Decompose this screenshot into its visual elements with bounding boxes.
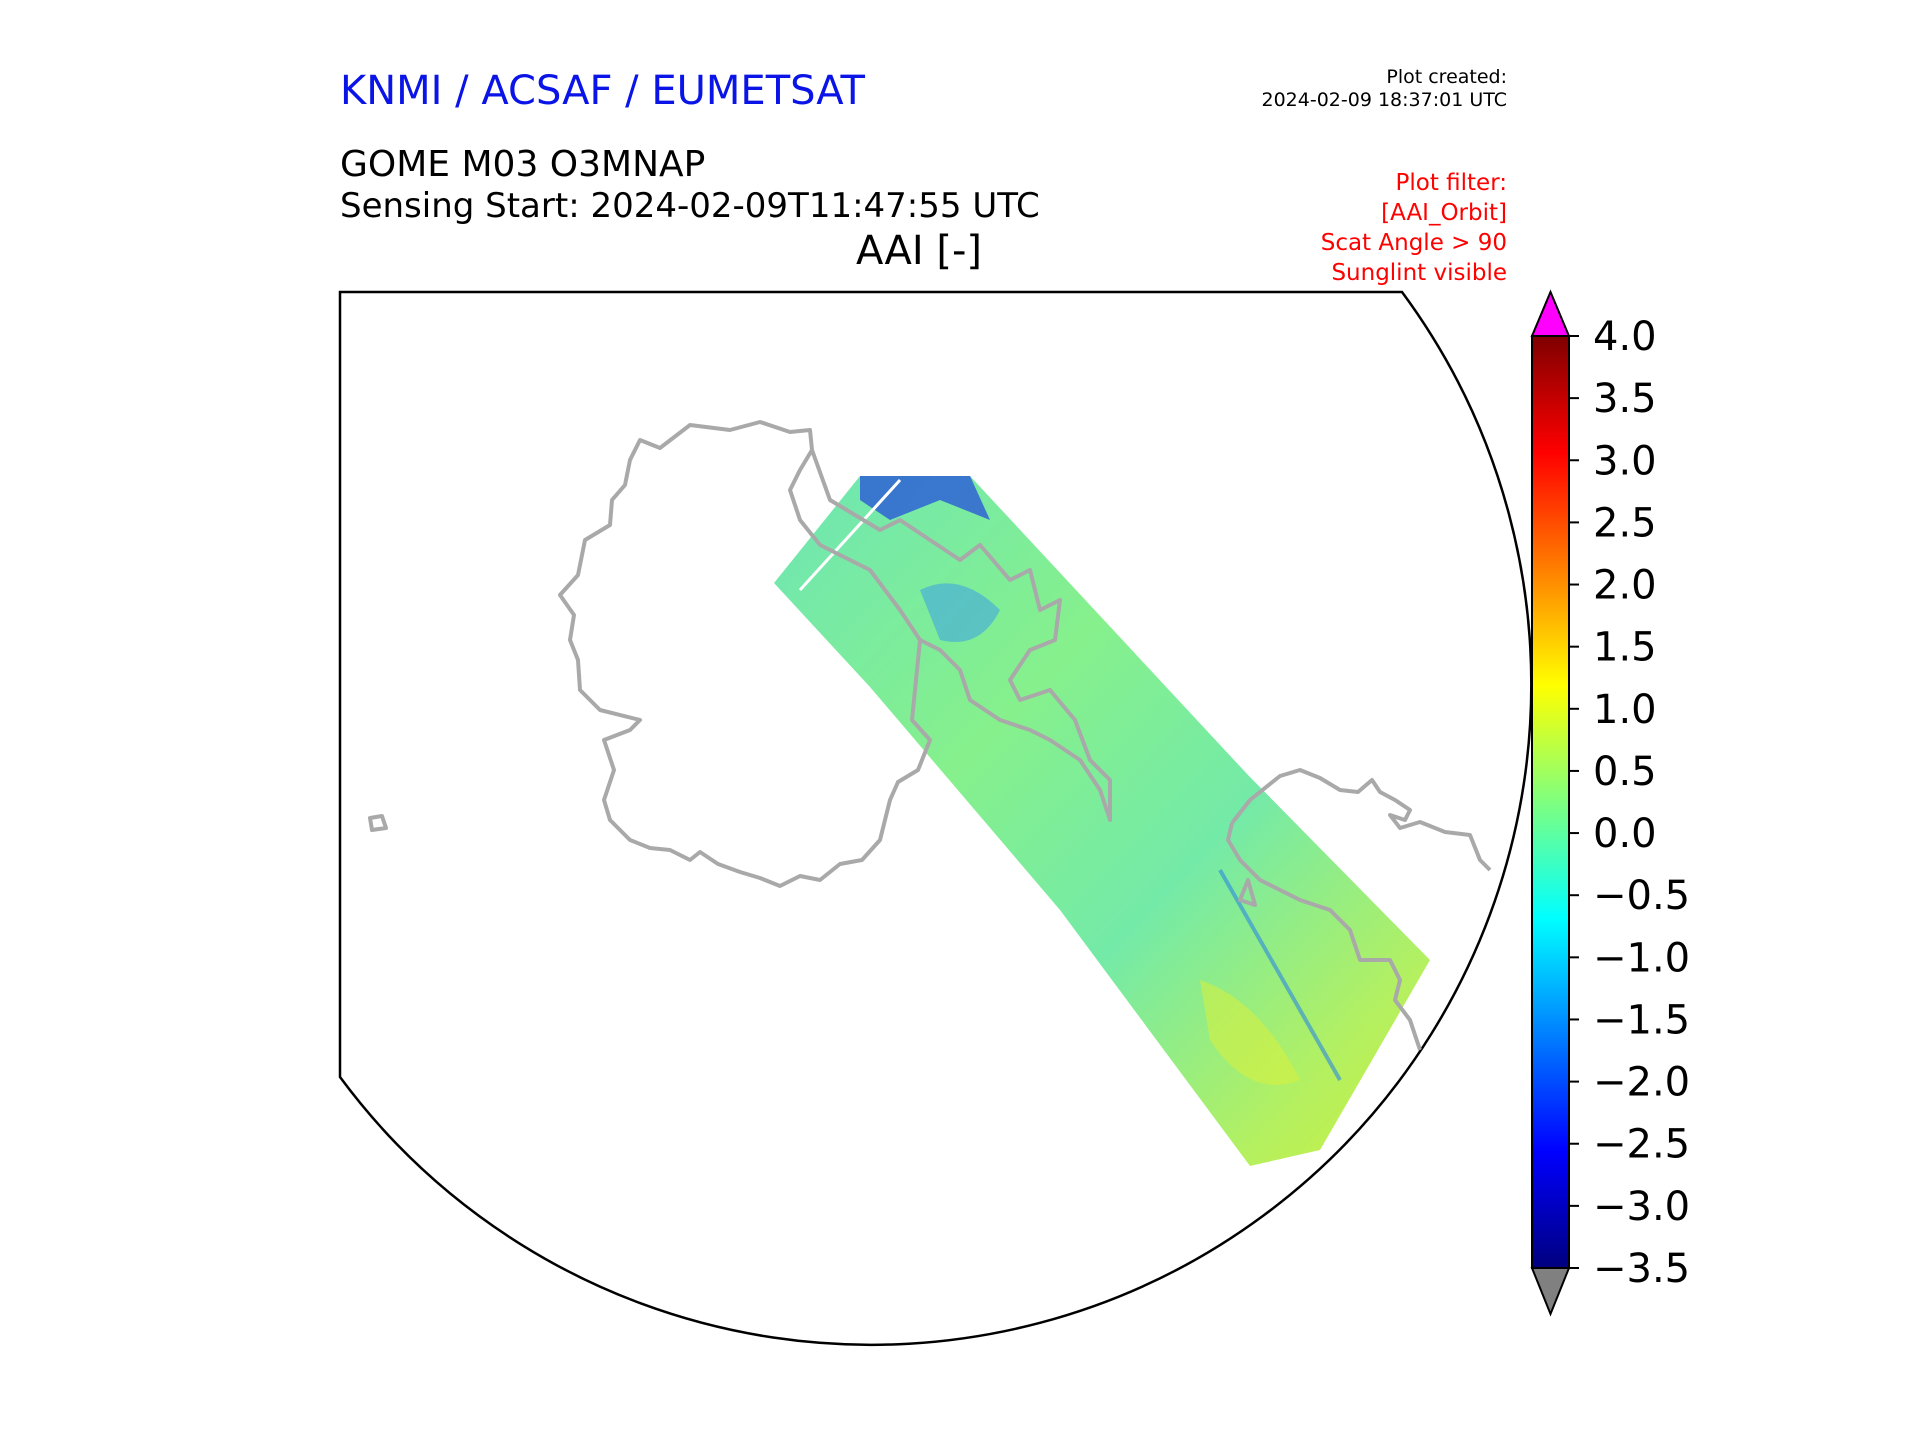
- colorbar-gradient: [1532, 336, 1569, 1268]
- plot-filter-line: Scat Angle > 90: [1320, 230, 1507, 256]
- quantity-title: AAI [-]: [856, 228, 982, 274]
- swath-low-aai-streak: [1218, 869, 1342, 1081]
- colorbar-tick-label: −3.5: [1593, 1246, 1690, 1292]
- colorbar-tick-label: −0.5: [1593, 873, 1690, 919]
- colorbar-ticks: 4.0 3.5 3.0 2.5 2.0 1.5 1.0 0.5 0.0 −0.5 −1.0 −1.5 −…: [1569, 314, 1690, 1292]
- plot-created-label: Plot created:: [1386, 66, 1507, 88]
- colorbar-tick-label: 3.5: [1593, 376, 1657, 422]
- coastline-east-shore: [1226, 822, 1422, 1051]
- coastline-inner-sea: [810, 449, 1112, 822]
- colorbar-under-extension: [1530, 1267, 1571, 1317]
- plot-filter-info: Plot filter: [AAI_Orbit] Scat Angle > 90…: [1321, 168, 1507, 288]
- product-name: GOME M03 O3MNAP: [340, 144, 706, 185]
- colorbar-outline: [1531, 335, 1570, 1269]
- plot-created-info: Plot created: 2024-02-09 18:37:01 UTC: [1262, 66, 1508, 112]
- colorbar-tick-label: 3.0: [1593, 438, 1657, 484]
- swath-high-aai-patch: [1200, 980, 1300, 1085]
- colorbar-tick-label: 2.0: [1593, 563, 1657, 609]
- colorbar-tick-label: −2.5: [1593, 1122, 1690, 1168]
- coastline-landmass-west: [558, 420, 932, 888]
- swath-gap-line: [798, 478, 902, 592]
- plot-filter-line: Sunglint visible: [1331, 260, 1507, 286]
- colorbar: 4.0 3.5 3.0 2.5 2.0 1.5 1.0 0.5 0.0 −0.5 −1.0 −1.5 −…: [1530, 289, 1690, 1317]
- colorbar-tick-label: 1.5: [1593, 625, 1657, 671]
- organization-title: KNMI / ACSAF / EUMETSAT: [340, 68, 865, 114]
- colorbar-tick-label: −2.0: [1593, 1060, 1690, 1106]
- colorbar-tick-label: 1.0: [1593, 687, 1657, 733]
- colorbar-tick-label: 2.5: [1593, 500, 1657, 546]
- colorbar-over-extension: [1530, 289, 1571, 337]
- map-frame: [338, 290, 1533, 1347]
- coastline-small-inlet: [1238, 878, 1257, 907]
- swath-low-aai-patch: [920, 583, 1000, 642]
- colorbar-tick-label: 0.0: [1593, 811, 1657, 857]
- colorbar-tick-label: −1.5: [1593, 997, 1690, 1043]
- plot-filter-line: [AAI_Orbit]: [1381, 200, 1507, 226]
- coastline-landmass-east: [1230, 768, 1492, 872]
- plot-created-time: 2024-02-09 18:37:01 UTC: [1261, 89, 1508, 111]
- colorbar-tick-label: 0.5: [1593, 749, 1657, 795]
- plot-filter-line: Plot filter:: [1395, 170, 1507, 196]
- colorbar-tick-label: −3.0: [1593, 1184, 1690, 1230]
- sensing-start: Sensing Start: 2024-02-09T11:47:55 UTC: [340, 186, 1040, 226]
- colorbar-tick-label: 4.0: [1593, 314, 1657, 360]
- coastline-island-west: [368, 814, 388, 832]
- colorbar-tick-label: −1.0: [1593, 935, 1690, 981]
